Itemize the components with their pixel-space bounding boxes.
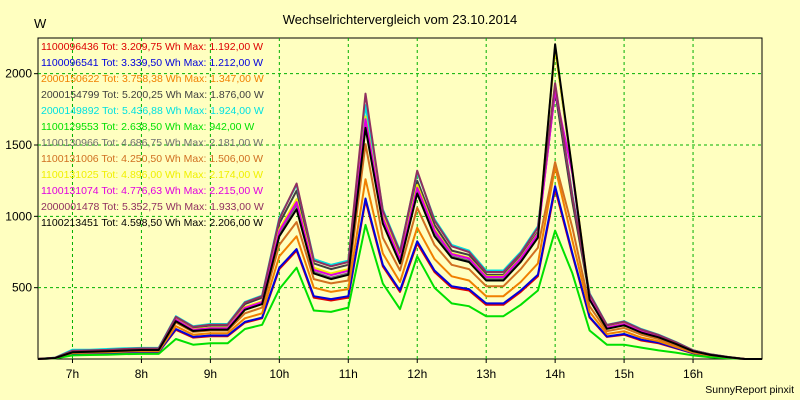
x-tick-label: 11h xyxy=(339,367,358,381)
legend-entry-1100131025: 1100131025 Tot: 4.896,00 Wh Max: 2.174,0… xyxy=(41,169,263,181)
chart-title: Wechselrichtervergleich vom 23.10.2014 xyxy=(283,12,518,27)
legend-entry-2000149892: 2000149892 Tot: 5.436,88 Wh Max: 1.924,0… xyxy=(41,105,264,117)
plot-area xyxy=(37,37,763,360)
legend: 1100096436 Tot: 3.209,75 Wh Max: 1.192,0… xyxy=(41,41,264,229)
legend-entry-1100129553: 1100129553 Tot: 2.638,50 Wh Max: 942,00 … xyxy=(41,121,254,133)
x-tick-label: 9h xyxy=(204,367,217,381)
y-tick-label: 2000 xyxy=(5,67,32,81)
footer-credit: SunnyReport pinxit xyxy=(705,384,794,396)
legend-entry-1100213451: 1100213451 Tot: 4.598,50 Wh Max: 2.206,0… xyxy=(41,217,263,229)
y-tick-label: 1500 xyxy=(5,138,32,152)
y-axis-ticks: 500 1000 1500 2000 xyxy=(5,67,38,295)
legend-entry-2000150622: 2000150622 Tot: 3.758,38 Wh Max: 1.347,0… xyxy=(41,73,264,85)
y-tick-label: 1000 xyxy=(5,209,32,223)
x-tick-label: 12h xyxy=(407,367,427,381)
series-line-1100213451 xyxy=(37,43,762,360)
legend-entry-1100096541: 1100096541 Tot: 3.339,50 Wh Max: 1.212,0… xyxy=(41,57,263,69)
series-line-1100129553 xyxy=(37,223,762,360)
grid-lines xyxy=(38,38,762,359)
legend-entry-2000001478: 2000001478 Tot: 5.352,75 Wh Max: 1.933,0… xyxy=(41,201,264,213)
x-tick-label: 13h xyxy=(476,367,496,381)
y-axis-unit: W xyxy=(34,16,47,31)
series-lines xyxy=(37,43,762,360)
legend-entry-1100130966: 1100130966 Tot: 4.686,75 Wh Max: 2.181,0… xyxy=(41,137,263,149)
x-axis-ticks: 7h 8h 9h 10h 11h 12h 13h 14h 15h 16h xyxy=(66,359,703,381)
y-tick-label: 500 xyxy=(12,281,32,295)
x-tick-label: 10h xyxy=(269,367,289,381)
legend-entry-1100131006: 1100131006 Tot: 4.250,50 Wh Max: 1.506,0… xyxy=(41,153,263,165)
x-tick-label: 8h xyxy=(135,367,148,381)
x-tick-label: 7h xyxy=(66,367,79,381)
legend-entry-1100131074: 1100131074 Tot: 4.776,63 Wh Max: 2.215,0… xyxy=(41,185,263,197)
x-tick-label: 16h xyxy=(683,367,703,381)
x-tick-label: 15h xyxy=(614,367,634,381)
legend-entry-1100096436: 1100096436 Tot: 3.209,75 Wh Max: 1.192,0… xyxy=(41,41,263,53)
legend-entry-2000154799: 2000154799 Tot: 5.200,25 Wh Max: 1.876,0… xyxy=(41,89,264,101)
x-tick-label: 14h xyxy=(545,367,565,381)
